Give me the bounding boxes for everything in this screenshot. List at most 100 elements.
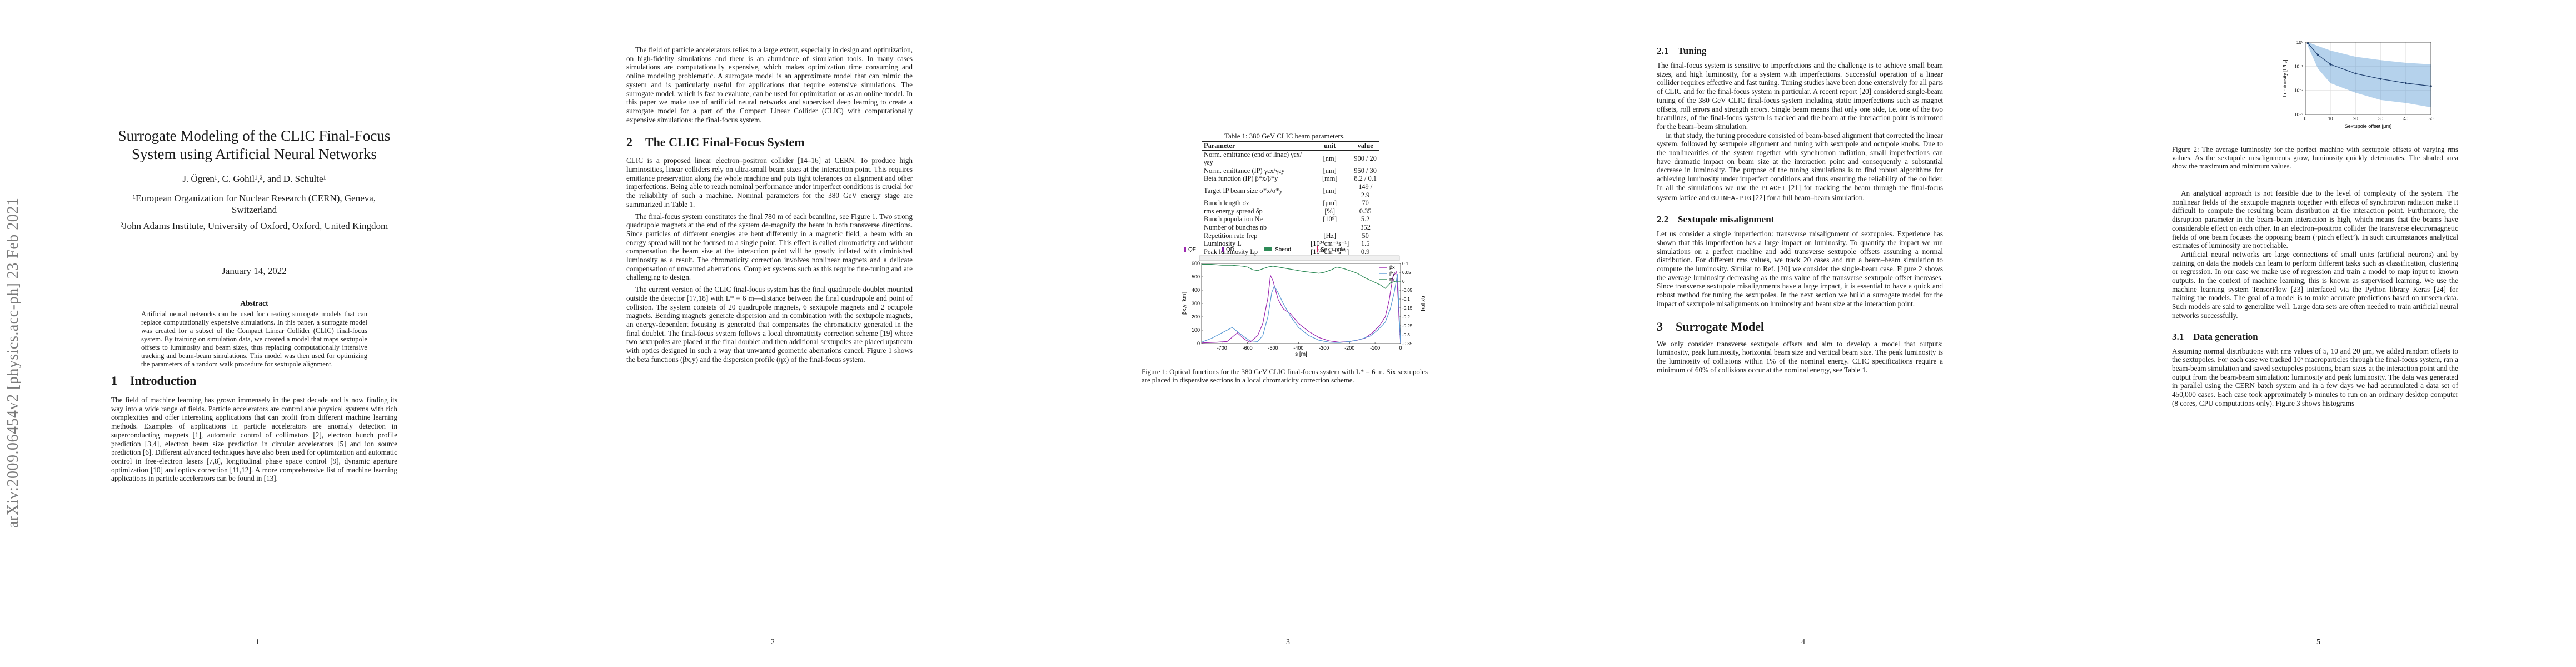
abstract-heading: Abstract (240, 299, 268, 307)
x-tick-label: 0 (1399, 345, 1402, 351)
table-cell: 950 / 30 (1354, 166, 1377, 175)
table-cell (1308, 223, 1351, 232)
legend-qf: QF (1188, 247, 1196, 253)
table-cell: Luminosity L (1204, 240, 1242, 248)
section-2-heading: 2 The CLIC Final-Focus System (626, 135, 913, 150)
table-cell: Number of bunches nb (1204, 223, 1267, 231)
affiliation-1: ¹European Organization for Nuclear Resea… (132, 193, 376, 215)
affiliation-2: ²John Adams Institute, University of Oxf… (120, 221, 388, 231)
y-tick-label: 300 (1192, 301, 1200, 306)
table-cell: 8.2 / 0.1 (1354, 175, 1377, 183)
paragraph: The field of particle accelerators relie… (626, 46, 913, 124)
table-header: unit (1324, 142, 1336, 150)
section-title: The CLIC Final-Focus System (645, 135, 805, 150)
section-number: 3 (1657, 319, 1663, 334)
table-row: Luminosity L [10³⁴cm⁻²s⁻¹] 1.5 (1202, 240, 1379, 248)
table-cell: Beta function (IP) β*x/β*y (1204, 175, 1278, 183)
y-tick-label: 10⁻³ (2294, 112, 2303, 117)
parameters-table: Parameter unit value Norm. emittance (en… (1202, 141, 1379, 257)
table-row: Norm. emittance (end of linac) γεx/γεy [n… (1202, 150, 1379, 167)
table-row: Norm. emittance (IP) γεx/γεy [nm] 950 / 30 (1202, 167, 1379, 175)
figure-2-luminosity-chart: 10⁻³ 10⁻² 10⁻¹ 10⁰ 0 10 20 30 40 50 Sextupole offs… (2282, 40, 2434, 129)
mean-point (2354, 72, 2357, 75)
x-tick-label: -400 (1293, 345, 1303, 351)
series-line-betay (1201, 274, 1401, 344)
paragraph: The final-focus system constitutes the f… (626, 212, 913, 282)
y2-tick-label: 0.05 (1402, 270, 1411, 275)
subsection-title: Sextupole misalignment (1678, 214, 1775, 225)
y-tick-label: 100 (1192, 327, 1200, 333)
table-cell: Target IP beam size σ*x/σ*y (1204, 187, 1283, 195)
legend-label: ηx (1389, 277, 1395, 282)
paragraph: The field of machine learning has grown … (111, 396, 397, 483)
y-tick-label: 500 (1192, 274, 1200, 280)
x-tick-label: -600 (1243, 345, 1253, 351)
subsection-2-1-heading: 2.1 Tuning (1657, 46, 1943, 57)
table-cell: [nm] (1323, 166, 1337, 175)
table-cell: [10³⁴cm⁻²s⁻¹] (1311, 240, 1349, 248)
paragraph: Artificial neural networks are large con… (2172, 250, 2458, 320)
y2-tick-label: -0.1 (1402, 297, 1410, 302)
page-4-body: 2.1 Tuning The final-focus system is sens… (1657, 46, 1943, 374)
table-header: Parameter (1204, 142, 1235, 150)
y-axis-label: βx,y [km] (1182, 292, 1188, 315)
paragraph: We only consider transverse sextupole of… (1657, 339, 1943, 374)
y2-tick-label: -0.2 (1402, 315, 1410, 320)
paragraph: In that study, the tuning procedure cons… (1657, 131, 1943, 203)
table-cell: [10³⁴cm⁻²s⁻¹] (1311, 247, 1349, 256)
section-title: Introduction (130, 374, 197, 387)
section-title: Surrogate Model (1676, 319, 1765, 334)
page-3: Table 1: 380 GeV CLIC beam parameters. P… (1030, 0, 1546, 667)
table-cell: Norm. emittance (IP) γεx/γεy (1204, 166, 1285, 175)
table-cell: [%] (1324, 207, 1335, 215)
y2-tick-label: -0.05 (1402, 288, 1413, 293)
paragraph: The current version of the CLIC final-fo… (626, 285, 913, 364)
paper-date: January 14, 2022 (222, 266, 287, 276)
x-tick-label: 40 (2403, 116, 2408, 121)
table-cell: 5.2 (1361, 215, 1370, 223)
qf-swatch (1184, 247, 1186, 252)
paragraph: Let us consider a single imperfection: t… (1657, 230, 1943, 308)
mean-point (2329, 63, 2331, 66)
x-tick-label: 10 (2328, 116, 2333, 121)
table-cell: [nm] (1323, 187, 1337, 195)
table-cell: 149 / 2.9 (1358, 182, 1373, 199)
x-tick-label: -700 (1217, 345, 1227, 351)
series-line-etax (1202, 264, 1401, 289)
text-run: In that study, the tuning procedure cons… (1657, 131, 1943, 192)
table-row: Number of bunches nb 352 (1202, 223, 1379, 232)
table-cell: 1.5 (1361, 240, 1370, 248)
mean-point (2405, 82, 2407, 84)
page-2-body: The field of particle accelerators relie… (626, 46, 913, 364)
table-cell: Peak luminosity Lp (1204, 247, 1258, 256)
page-number: 1 (256, 638, 260, 646)
paper-title: Surrogate Modeling of the CLIC Final-Foc… (118, 127, 391, 162)
y2-tick-label: -0.3 (1402, 332, 1410, 337)
table-caption: Table 1: 380 GeV CLIC beam parameters. (1224, 132, 1345, 140)
legend-sextupole: Sextupole (1321, 247, 1346, 253)
text-run: [22] for a full beam–beam simulation. (1753, 193, 1865, 202)
page-number: 3 (1286, 638, 1290, 646)
table-cell: 900 / 20 (1354, 154, 1377, 162)
introduction-body: The field of machine learning has grown … (111, 396, 397, 483)
table-header: value (1357, 142, 1373, 150)
table-cell: Bunch population Ne (1204, 215, 1263, 223)
figure-1-optics-chart: QF QD Sbend Sextupole -700 -600 -500 -400 -3… (1182, 246, 1425, 357)
table-row: Beta function (IP) β*x/β*y [mm] 8.2 / 0.1 (1202, 175, 1379, 183)
x-axis-label: Sextupole offset [μm] (2345, 123, 2392, 129)
table-cell: 352 (1360, 223, 1371, 231)
table-row: Bunch population Ne [10⁹] 5.2 (1202, 215, 1379, 223)
mean-point (2379, 78, 2382, 80)
x-tick-label: -100 (1370, 345, 1380, 351)
section-number: 1 (111, 374, 117, 387)
page-5-body: An analytical approach is not feasible d… (2172, 189, 2458, 407)
min-max-band (2308, 42, 2431, 107)
mean-point (2316, 53, 2319, 56)
y2-tick-label: -0.15 (1402, 306, 1413, 311)
y2-tick-label: -0.25 (1402, 323, 1413, 328)
mean-point (2306, 42, 2309, 44)
y-axis-label: Luminosity [L/L₀] (2282, 60, 2288, 97)
table-cell: [10⁹] (1323, 215, 1337, 223)
plot-frame (2305, 42, 2431, 115)
subsection-number: 3.1 (2172, 331, 2184, 342)
